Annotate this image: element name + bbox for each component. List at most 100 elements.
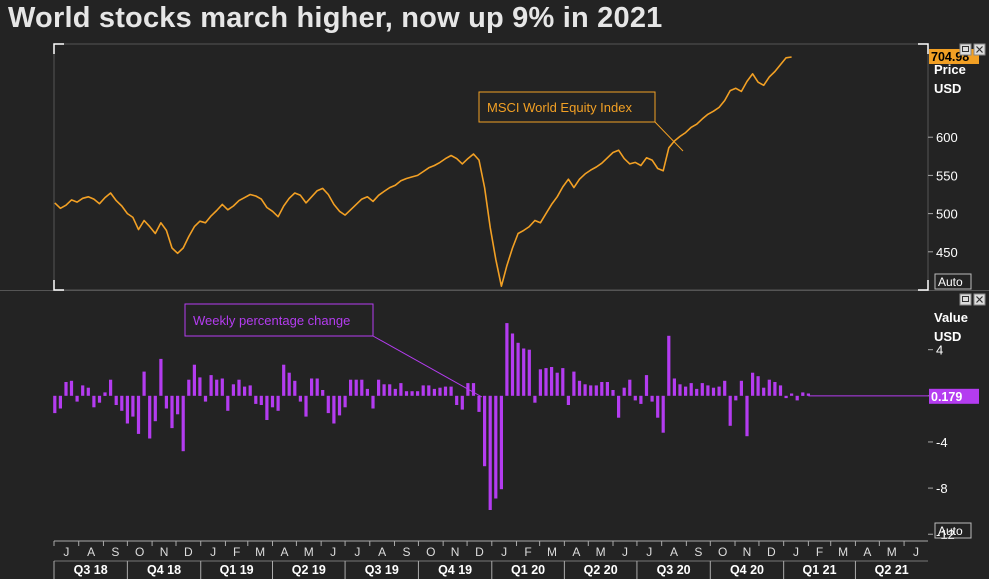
- weekly-change-bar: [728, 395, 732, 426]
- weekly-change-bar: [237, 379, 241, 396]
- panel-corner-bracket: [918, 43, 929, 54]
- weekly-change-bar: [533, 395, 537, 403]
- weekly-change-bar: [751, 372, 755, 396]
- weekly-change-bar: [561, 368, 565, 396]
- weekly-change-bar: [661, 395, 665, 433]
- weekly-change-bar: [650, 395, 654, 402]
- weekly-change-bar: [617, 395, 621, 418]
- weekly-change-bar: [103, 392, 107, 396]
- weekly-change-bar: [471, 383, 476, 396]
- quarter-label: Q2 19: [292, 563, 326, 577]
- weekly-change-bar: [449, 386, 453, 396]
- weekly-change-bar: [767, 379, 771, 396]
- msci-annotation-box: [478, 91, 656, 123]
- weekly-change-bar: [176, 395, 180, 415]
- weekly-change-bar: [170, 395, 174, 429]
- weekly-change-bar: [58, 395, 62, 409]
- weekly-change-bar: [69, 380, 74, 396]
- weekly-change-bar: [784, 395, 788, 399]
- weekly-change-bar: [711, 387, 716, 396]
- panel-corner-bracket: [53, 280, 64, 291]
- weekly-change-bar: [717, 386, 721, 396]
- month-label: J: [622, 545, 628, 559]
- value-axis-unit: USD: [934, 329, 961, 344]
- weekly-change-bar: [421, 385, 425, 396]
- weekly-change-bar: [410, 391, 414, 396]
- weekly-change-bar: [689, 383, 693, 396]
- price-tick-label: 500: [936, 207, 958, 222]
- weekly-change-bar: [566, 395, 570, 405]
- weekly-change-bar: [298, 395, 302, 402]
- weekly-change-bar: [488, 395, 492, 510]
- quarter-label: Q4 18: [147, 563, 181, 577]
- price-tick-label: 600: [936, 130, 958, 145]
- month-label: N: [743, 545, 752, 559]
- weekly-change-bar: [432, 388, 436, 396]
- weekly-change-bar: [321, 390, 325, 396]
- month-label: M: [838, 545, 848, 559]
- upper-auto-box: [934, 273, 972, 290]
- month-label: O: [718, 545, 727, 559]
- upper-maximize-icon: [959, 43, 972, 56]
- weekly-change-bar: [555, 372, 559, 396]
- lower-close-glyph: [976, 296, 983, 303]
- month-label: A: [378, 545, 386, 559]
- weekly-change-bar: [527, 349, 531, 396]
- month-label: J: [646, 545, 652, 559]
- weekly-change-bar: [343, 395, 347, 408]
- weekly-change-bar: [310, 378, 314, 396]
- value-axis-label: Value: [934, 310, 968, 325]
- last-value-box: [929, 388, 979, 404]
- weekly-change-bar: [628, 379, 632, 396]
- weekly-change-bar: [187, 379, 191, 396]
- value-tick-label: -8: [936, 481, 948, 496]
- price-tick-label: 450: [936, 245, 958, 260]
- price-tick-label: 550: [936, 168, 958, 183]
- weekly-change-bar: [382, 384, 386, 396]
- weekly-change-bar: [114, 395, 118, 405]
- weekly-change-bar: [790, 393, 794, 396]
- month-label: M: [547, 545, 557, 559]
- weekly-change-bar: [125, 395, 129, 424]
- month-label: J: [330, 545, 336, 559]
- weekly-change-bar: [293, 380, 297, 396]
- msci-annotation-leader: [654, 121, 684, 152]
- month-label: D: [475, 545, 484, 559]
- weekly-change-bar: [248, 385, 252, 396]
- weekly-change-bar: [332, 395, 336, 424]
- weekly-change-bar: [516, 342, 520, 396]
- weekly-change-bar: [97, 395, 102, 403]
- month-label: N: [451, 545, 460, 559]
- panel-corner-bracket: [53, 43, 64, 54]
- weekly-change-bar: [81, 385, 85, 396]
- weekly-change-bar: [577, 380, 582, 396]
- panel-corner-bracket: [918, 280, 929, 291]
- weekly-change-bar: [443, 386, 448, 396]
- weekly-change-bar: [215, 379, 219, 396]
- weekly-change-bar: [136, 395, 141, 434]
- chart-title: World stocks march higher, now up 9% in …: [8, 2, 663, 34]
- weekly-change-bar: [220, 378, 224, 396]
- weekly-change-bar: [377, 379, 381, 396]
- weekly-change-bar: [315, 378, 319, 396]
- month-label: F: [524, 545, 531, 559]
- quarter-label: Q3 18: [74, 563, 108, 577]
- quarter-label: Q2 20: [584, 563, 618, 577]
- weekly-change-bar: [282, 364, 286, 396]
- weekly-change-bar: [416, 391, 420, 396]
- month-label: J: [354, 545, 360, 559]
- weekly-change-bar: [773, 382, 777, 396]
- quarter-label: Q1 20: [511, 563, 545, 577]
- weekly-change-bar: [723, 380, 727, 396]
- weekly-change-bar: [589, 385, 593, 396]
- weekly-change-bar: [538, 369, 542, 396]
- weekly-change-bar: [270, 395, 275, 408]
- price-axis-unit: USD: [934, 81, 961, 96]
- weekly-change-bar: [695, 388, 699, 396]
- month-label: F: [816, 545, 823, 559]
- weekly-change-bar: [131, 395, 135, 417]
- weekly-change-bar: [762, 387, 766, 396]
- weekly-change-bar: [477, 395, 481, 412]
- month-label: A: [572, 545, 580, 559]
- last-value-label: 0.179: [931, 390, 962, 404]
